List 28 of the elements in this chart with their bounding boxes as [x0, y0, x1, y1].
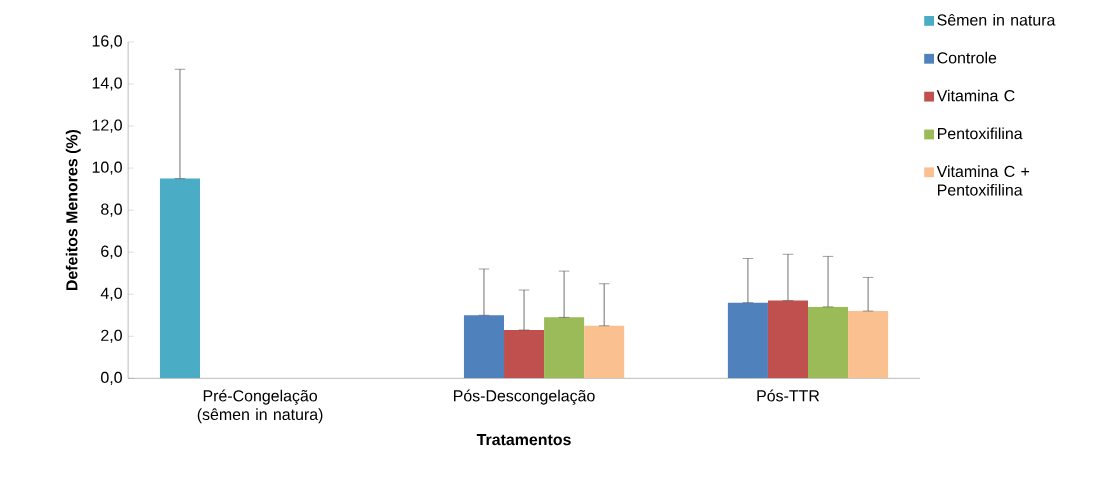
y-axis-title: Defeitos Menores (%) [65, 129, 81, 291]
bar [767, 300, 809, 379]
y-tick-label: 16,0 [92, 35, 122, 49]
y-tick-label: 12,0 [92, 119, 122, 133]
y-tick-label: 14,0 [92, 77, 122, 91]
y-tick-label: 2,0 [101, 329, 122, 343]
bar [159, 178, 201, 379]
y-tick-label: 0,0 [101, 371, 122, 385]
bar [584, 325, 625, 379]
x-tick-label: Pré-Congelação (sêmen in natura) [197, 389, 323, 424]
bar [544, 317, 585, 379]
x-axis-title: Tratamentos [476, 434, 571, 446]
legend-label: Sêmen in natura [937, 13, 1056, 26]
bar [463, 315, 505, 379]
y-tick-label: 4,0 [100, 287, 122, 301]
y-tick-label: 8,0 [101, 203, 122, 217]
legend-label: Controle [937, 51, 997, 64]
legend-label: Vitamina C + Pentoxifilina [936, 165, 1030, 196]
x-tick-label: Pós-Descongelação [454, 389, 595, 405]
legend-label: Vitamina C [936, 89, 1015, 102]
bar [808, 306, 849, 379]
y-tick-label: 10,0 [92, 161, 122, 175]
bar [504, 329, 545, 379]
bar [848, 310, 889, 379]
x-tick-label: Pós-TTR [757, 389, 820, 402]
bar [727, 302, 768, 379]
legend-label: Pentoxifilina [937, 127, 1023, 140]
y-tick-label: 6,0 [101, 245, 122, 259]
